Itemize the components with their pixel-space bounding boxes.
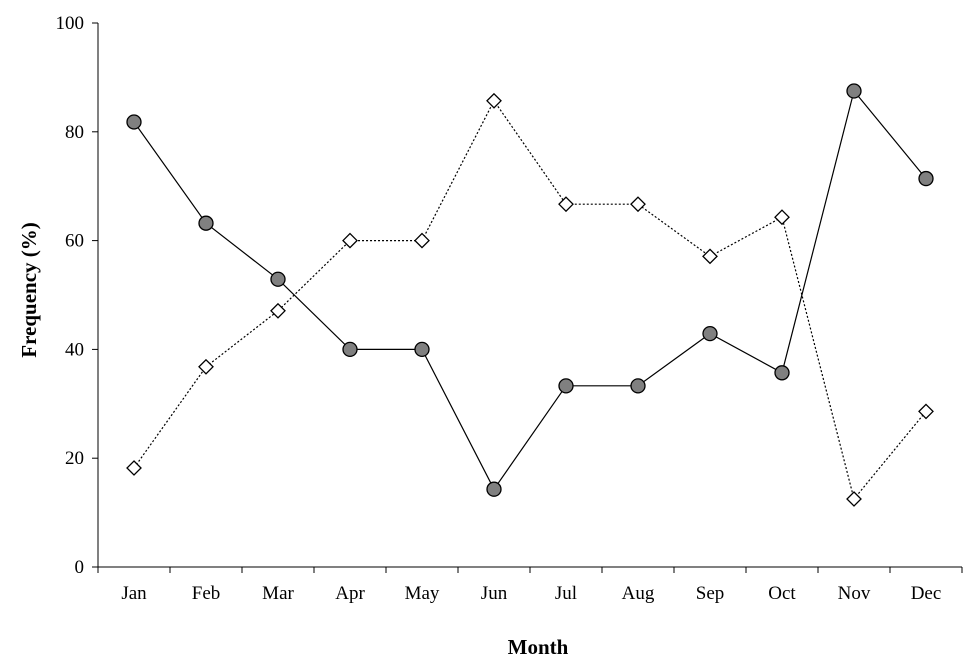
x-tick-label: Sep <box>696 583 725 604</box>
series-1-point <box>126 114 142 130</box>
x-axis: Jan Feb Mar Apr May Jun Jul Aug Sep Oct Nov Dec <box>97 566 963 604</box>
y-tick-label: 60 <box>65 231 84 252</box>
series-1-point <box>342 341 358 358</box>
series-2-point <box>270 302 286 319</box>
x-tick-label: Jan <box>121 583 147 604</box>
series-1-point <box>918 170 934 187</box>
series-2-point <box>702 248 718 265</box>
series-1-line <box>133 89 927 491</box>
x-tick-label: Aug <box>622 583 655 604</box>
y-tick-label: 40 <box>65 339 84 360</box>
series-2-point <box>558 196 574 213</box>
series-2-point <box>630 196 646 213</box>
series-1-point <box>702 325 718 342</box>
y-tick-label: 80 <box>65 122 84 143</box>
x-tick-label: Oct <box>768 583 796 604</box>
series-1-point <box>558 378 574 394</box>
series-1 <box>126 83 934 497</box>
x-tick-label: Apr <box>335 583 365 604</box>
series-2-point <box>846 491 862 507</box>
series-2-point <box>918 403 934 420</box>
series-1-point <box>630 378 646 394</box>
x-tick-label: Nov <box>838 583 871 604</box>
y-axis: 0 20 40 60 80 100 <box>56 13 99 578</box>
x-tick-label: Mar <box>262 583 294 604</box>
series-2-point <box>774 209 790 226</box>
x-tick-label: Jul <box>555 583 577 604</box>
series-1-point <box>414 341 430 358</box>
series-2-point <box>342 232 358 249</box>
series-1-point <box>486 481 502 497</box>
series-2-point <box>198 358 214 375</box>
x-tick-label: Dec <box>911 583 942 604</box>
y-axis-title: Frequency (%) <box>17 222 41 358</box>
y-tick-label: 20 <box>65 448 84 469</box>
y-tick-label: 100 <box>56 13 85 34</box>
x-axis-title: Month <box>508 635 569 659</box>
series-1-point <box>774 365 790 381</box>
series-2 <box>126 92 934 507</box>
x-tick-label: May <box>405 583 440 604</box>
x-ticks: Jan Feb Mar Apr May Jun Jul Aug Sep Oct Nov Dec <box>97 567 963 604</box>
series-1-point <box>846 83 862 99</box>
series-layer <box>126 83 934 507</box>
series-1-point <box>198 215 214 231</box>
series-2-point <box>126 460 142 476</box>
series-2-point <box>414 232 430 249</box>
y-tick-label: 0 <box>75 557 85 578</box>
x-tick-label: Jun <box>481 583 508 604</box>
series-2-line <box>133 99 927 501</box>
y-ticks: 0 20 40 60 80 100 <box>56 13 98 578</box>
x-tick-label: Feb <box>192 583 221 604</box>
series-2-point <box>486 92 502 109</box>
series-1-point <box>270 271 286 287</box>
